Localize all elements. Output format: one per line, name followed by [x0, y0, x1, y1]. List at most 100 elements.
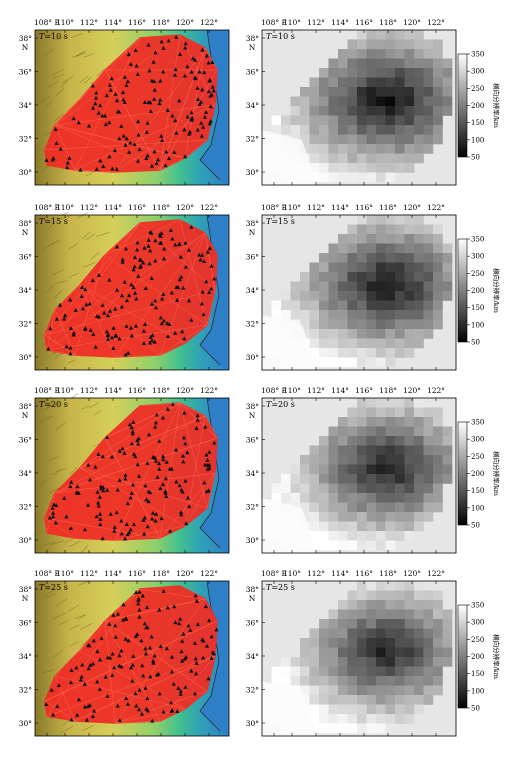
- resolution-cell: [404, 666, 415, 677]
- relief-stroke: [51, 68, 65, 76]
- resolution-cell: [300, 300, 310, 311]
- resolution-cell: [281, 676, 291, 686]
- resolution-cell: [281, 291, 291, 301]
- resolution-cell: [414, 657, 424, 667]
- ray-path: [54, 309, 76, 356]
- resolution-cell: [347, 310, 358, 320]
- lon-tick-label: 108° E: [34, 386, 60, 395]
- resolution-cell: [328, 445, 339, 456]
- resolution-cell: [357, 153, 367, 164]
- station-marker: [156, 671, 161, 676]
- resolution-cell: [395, 125, 405, 135]
- station-marker: [192, 57, 198, 62]
- station-marker: [189, 116, 194, 121]
- resolution-cell: [433, 134, 443, 145]
- resolution-cell: [423, 685, 434, 696]
- resolution-cell: [376, 338, 386, 349]
- resolution-cell: [414, 417, 424, 427]
- lon-tick-label: 114°: [104, 386, 122, 395]
- resolution-cell: [319, 96, 329, 107]
- station-marker: [168, 228, 173, 232]
- station-marker: [169, 669, 174, 674]
- station-marker: [130, 429, 135, 434]
- resolution-cell: [376, 723, 386, 734]
- resolution-cell: [385, 445, 396, 456]
- station-marker: [134, 296, 139, 301]
- station-marker: [173, 118, 178, 123]
- resolution-cell: [328, 609, 339, 620]
- station-marker: [201, 312, 206, 317]
- resolution-cell: [423, 445, 434, 456]
- resolution-cell: [290, 96, 301, 107]
- resolution-cell: [385, 464, 396, 475]
- station-marker: [99, 636, 104, 641]
- ray-path: [79, 467, 208, 509]
- lat-tick-label: 34°: [246, 469, 260, 478]
- resolution-cell: [366, 39, 377, 50]
- resolution-cell: [385, 493, 396, 503]
- resolution-cell: [442, 436, 453, 446]
- station-marker: [195, 622, 201, 627]
- resolution-cell: [347, 144, 358, 154]
- resolution-cell: [404, 512, 415, 522]
- resolution-cell: [395, 224, 405, 235]
- station-marker: [111, 612, 116, 617]
- station-marker: [148, 248, 153, 253]
- lat-tick-label: 36°: [19, 436, 33, 445]
- resolution-cell: [414, 338, 424, 349]
- resolution-cell: [414, 483, 424, 494]
- station-marker: [142, 531, 147, 536]
- station-marker: [183, 264, 189, 269]
- station-marker: [123, 472, 128, 477]
- period-label: T=15 s: [266, 217, 295, 226]
- resolution-cell: [347, 619, 358, 629]
- resolution-cell: [385, 657, 396, 667]
- resolution-cell: [404, 521, 415, 532]
- resolution-cell: [404, 695, 415, 705]
- resolution-cell: [376, 714, 386, 724]
- resolution-cell: [328, 436, 339, 446]
- ray-path: [54, 37, 141, 126]
- resolution-cell: [423, 474, 434, 484]
- resolution-cell: [309, 657, 320, 667]
- station-marker: [132, 264, 137, 269]
- station-marker: [149, 634, 154, 639]
- resolution-cell: [395, 253, 405, 263]
- resolution-cell: [385, 619, 396, 629]
- sea-region: [200, 581, 229, 736]
- ray-path: [46, 324, 208, 351]
- resolution-cell: [395, 234, 405, 244]
- resolution-cell: [319, 357, 329, 368]
- resolution-cell: [366, 253, 377, 263]
- resolution-cell: [395, 291, 405, 301]
- resolution-cell: [433, 77, 443, 88]
- station-marker: [161, 292, 166, 296]
- resolution-cell: [271, 666, 282, 677]
- resolution-cell: [309, 262, 320, 273]
- station-marker: [153, 238, 158, 243]
- station-marker: [210, 650, 216, 654]
- resolution-cell: [395, 77, 405, 88]
- station-marker: [192, 641, 198, 646]
- resolution-cell: [366, 153, 377, 164]
- resolution-cell: [376, 115, 386, 126]
- station-marker: [125, 532, 130, 537]
- resolution-cell: [357, 234, 367, 244]
- resolution-cell: [442, 87, 453, 97]
- resolution-cell: [309, 455, 320, 465]
- station-marker: [200, 47, 205, 52]
- resolution-cell: [319, 445, 329, 456]
- station-marker: [107, 621, 112, 626]
- resolution-cell: [404, 407, 415, 418]
- station-marker: [69, 668, 74, 672]
- resolution-cell: [385, 502, 396, 513]
- station-marker: [163, 489, 168, 494]
- station-marker: [195, 85, 200, 90]
- ray-path: [114, 690, 208, 724]
- resolution-cell: [376, 96, 386, 107]
- resolution-cell: [395, 426, 405, 437]
- resolution-cell: [328, 502, 339, 513]
- resolution-cell: [433, 407, 443, 418]
- station-marker: [164, 459, 169, 464]
- station-marker: [207, 618, 212, 623]
